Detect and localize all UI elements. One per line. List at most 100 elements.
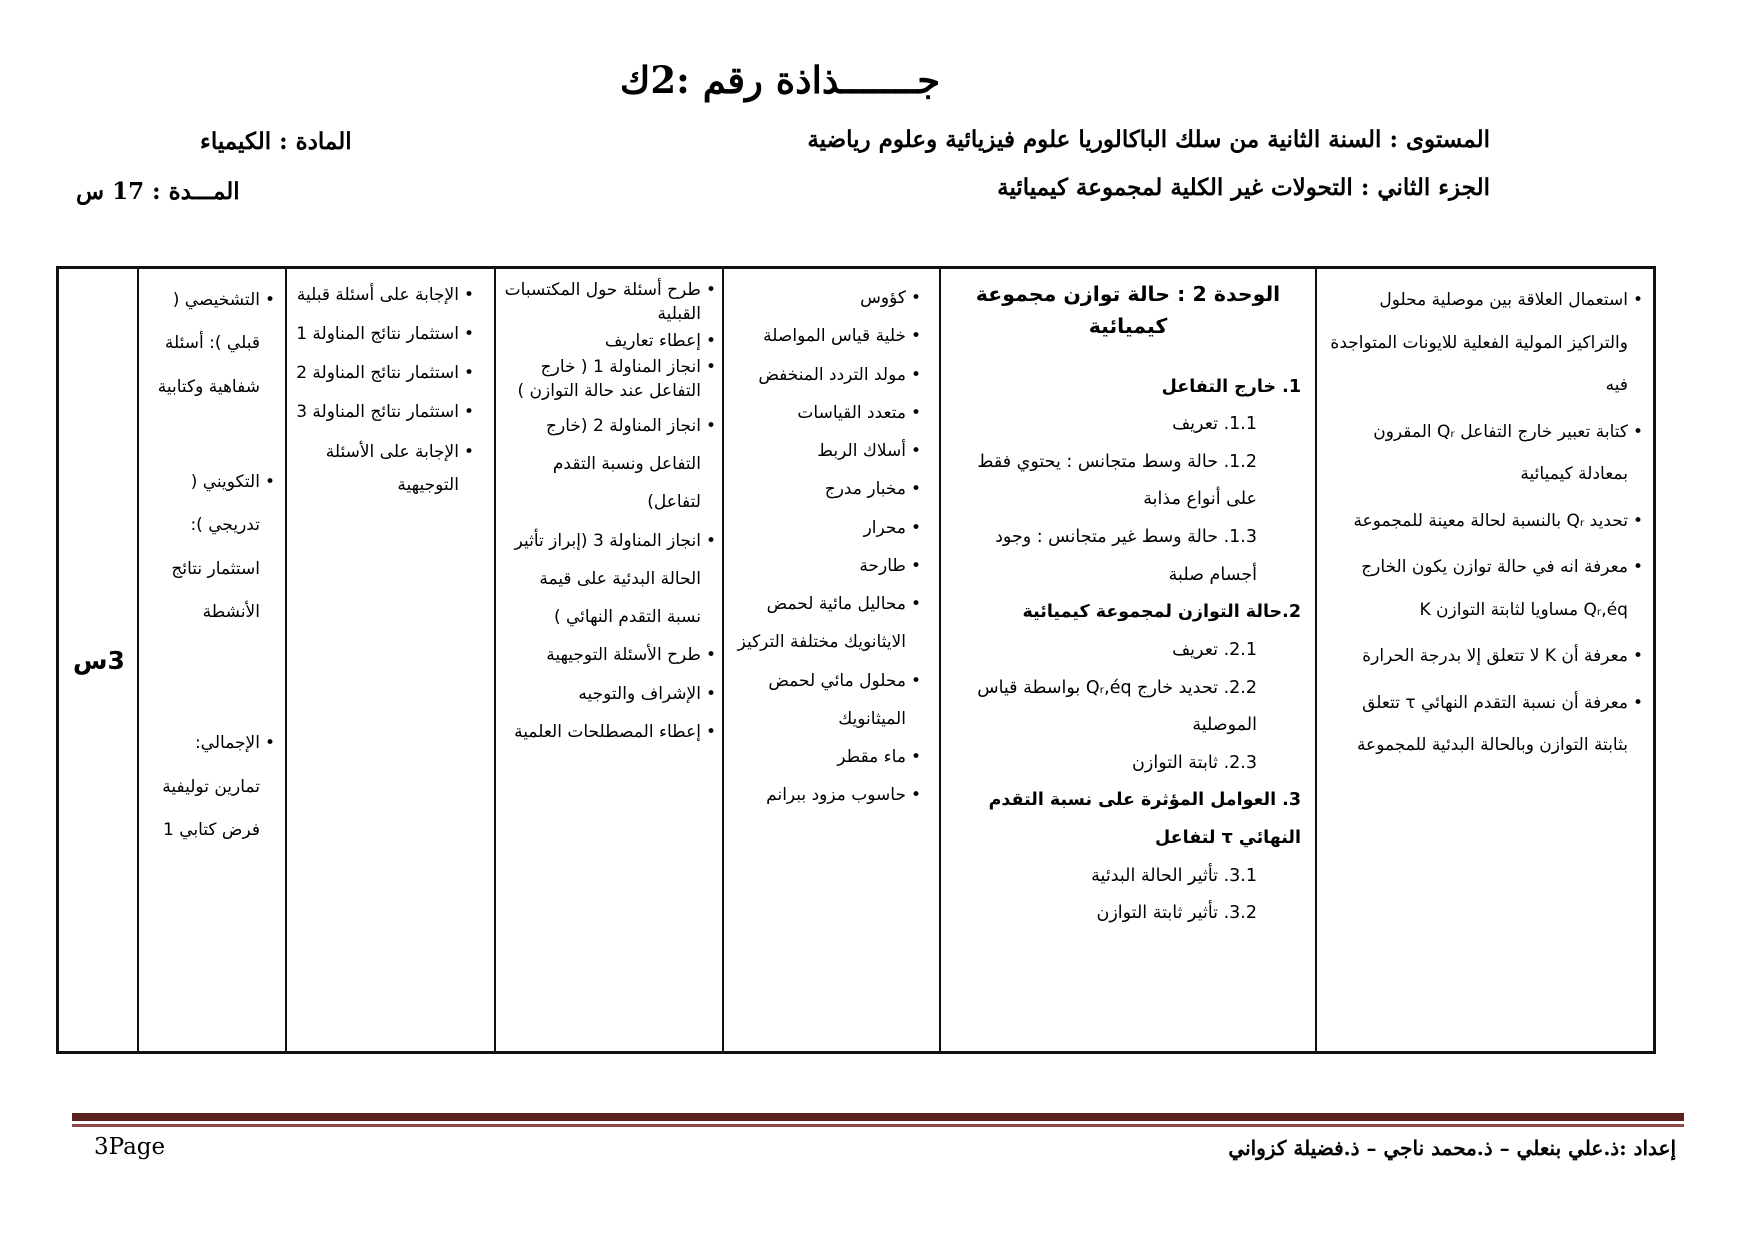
equipment-item: • محاليل مائية لحمض الايثانويك مختلفة الت… bbox=[730, 585, 933, 662]
header-subject: المادة : الكيمياء bbox=[200, 128, 352, 155]
list-item-text: الإجابة على الأسئلة التوجيهية bbox=[325, 441, 459, 495]
bullet-icon: • bbox=[705, 530, 716, 551]
list-item-text: محلول مائي لحمض الميثانويك bbox=[768, 670, 906, 729]
bullet-icon: • bbox=[705, 645, 716, 666]
evaluation-item: • الإجمالي: تمارين توليفية فرض كتابي 1 bbox=[145, 722, 279, 852]
objective-item: • معرفة أن K لا تتعلق إلا بدرجة الحرارة bbox=[1323, 635, 1647, 678]
duration-value: 3س bbox=[73, 645, 125, 675]
student-activity-item: • استثمار نتائج المناولة 2 bbox=[293, 357, 488, 390]
equipment-item: • مخبار مدرج bbox=[730, 470, 933, 508]
equipment-item: • محلول مائي لحمض الميثانويك bbox=[730, 662, 933, 739]
list-item-text: انجاز المناولة 1 ( خارج التفاعل عند حالة… bbox=[517, 357, 701, 402]
list-item-text: الإجمالي: تمارين توليفية فرض كتابي 1 bbox=[162, 733, 260, 841]
evaluation-item: • التشخيصي ( قبلي ): أسئلة شفاهية وكتابية bbox=[145, 279, 279, 409]
unit-title: الوحدة 2 : حالة توازن مجموعة كيميائية bbox=[975, 282, 1281, 338]
objective-item: • استعمال العلاقة بين موصلية محلول والترا… bbox=[1323, 279, 1647, 407]
list-item-text: استثمار نتائج المناولة 3 bbox=[296, 402, 459, 423]
lesson-plan-table: • استعمال العلاقة بين موصلية محلول والترا… bbox=[56, 266, 1656, 1054]
teacher-activity-item: • انجاز المناولة 2 (خارج التفاعل ونسبة ال… bbox=[502, 407, 716, 522]
list-item-text: طرح أسئلة حول المكتسبات القبلية bbox=[504, 280, 701, 324]
list-item-text: استثمار نتائج المناولة 2 bbox=[296, 363, 459, 384]
column-duration: 3س bbox=[61, 269, 137, 1051]
list-item-text: أسلاك الربط bbox=[817, 441, 906, 461]
list-item-text: خلية قياس المواصلة bbox=[763, 326, 906, 347]
bullet-icon: • bbox=[910, 517, 921, 538]
bullet-icon: • bbox=[705, 721, 716, 742]
column-evaluation: • التشخيصي ( قبلي ): أسئلة شفاهية وكتابية… bbox=[137, 269, 285, 1051]
list-item-text: التشخيصي ( قبلي ): أسئلة شفاهية وكتابية bbox=[157, 290, 260, 397]
column-unit-content: الوحدة 2 : حالة توازن مجموعة كيميائية 1.… bbox=[939, 269, 1315, 1051]
equipment-item: • ماء مقطر bbox=[730, 738, 933, 776]
objective-item: • تحديد Qᵣ بالنسبة لحالة معينة للمجموعة bbox=[1323, 500, 1647, 543]
equipment-item: • كؤوس bbox=[730, 279, 933, 317]
bullet-icon: • bbox=[264, 733, 275, 754]
bullet-icon: • bbox=[705, 683, 716, 704]
bullet-icon: • bbox=[463, 441, 474, 462]
list-item-text: معرفة أن K لا تتعلق إلا بدرجة الحرارة bbox=[1362, 646, 1628, 666]
equipment-item: • أسلاك الربط bbox=[730, 432, 933, 470]
teacher-activity-item: • إعطاء المصطلحات العلمية bbox=[502, 713, 716, 751]
unit-outline-item: 1.2. حالة وسط متجانس : يحتوي فقط على أنو… bbox=[977, 451, 1257, 510]
list-item-text: متعدد القياسات bbox=[797, 402, 906, 423]
list-item-text: مخبار مدرج bbox=[824, 479, 906, 500]
list-item-text: حاسوب مزود ببرانم bbox=[766, 785, 906, 806]
list-item-text: محرار bbox=[863, 517, 906, 538]
list-item-text: إعطاء تعاريف bbox=[604, 330, 701, 351]
bullet-icon: • bbox=[910, 441, 921, 461]
bullet-icon: • bbox=[463, 324, 474, 345]
unit-outline-item: 3.1. تأثير الحالة البدئية bbox=[1091, 865, 1257, 886]
bullet-icon: • bbox=[264, 472, 275, 493]
list-item-text: استعمال العلاقة بين موصلية محلول والتراك… bbox=[1330, 290, 1628, 395]
bullet-icon: • bbox=[1632, 646, 1643, 666]
bullet-icon: • bbox=[910, 479, 921, 500]
student-activity-item: • استثمار نتائج المناولة 3 bbox=[293, 396, 488, 429]
bullet-icon: • bbox=[910, 785, 921, 806]
list-item-text: طارحة bbox=[859, 555, 906, 576]
equipment-item: • مولد التردد المنخفض bbox=[730, 356, 933, 394]
bullet-icon: • bbox=[705, 357, 716, 378]
evaluation-item: • التكويني ( تدريجي ): استثمار نتائج الأن… bbox=[145, 461, 279, 634]
unit-outline-item: 3. العوامل المؤثرة على نسبة التقدم النها… bbox=[988, 790, 1301, 849]
unit-outline-item: 2.حالة التوازن لمجموعة كيميائية bbox=[1022, 602, 1301, 623]
bullet-icon: • bbox=[910, 670, 921, 691]
bullet-icon: • bbox=[910, 288, 921, 308]
bullet-icon: • bbox=[1632, 692, 1643, 713]
bullet-icon: • bbox=[463, 363, 474, 384]
bullet-icon: • bbox=[1632, 421, 1643, 442]
bullet-icon: • bbox=[910, 364, 921, 385]
teacher-activity-item: • الإشراف والتوجيه bbox=[502, 675, 716, 713]
equipment-item: • متعدد القياسات bbox=[730, 394, 933, 432]
column-equipment: • كؤوس • خلية قياس المواصلة • مولد التردد الم… bbox=[722, 269, 939, 1051]
list-item-text: ماء مقطر bbox=[837, 747, 906, 767]
list-item-text: تحديد Qᵣ بالنسبة لحالة معينة للمجموعة bbox=[1353, 510, 1628, 531]
student-activity-item: • الإجابة على أسئلة قبلية bbox=[293, 279, 488, 312]
teacher-activity-item: • طرح أسئلة حول المكتسبات القبلية bbox=[502, 279, 716, 327]
student-activity-item: • الإجابة على الأسئلة التوجيهية bbox=[293, 436, 488, 502]
list-item-text: طرح الأسئلة التوجيهية bbox=[546, 645, 701, 666]
bullet-icon: • bbox=[705, 280, 716, 300]
list-item-text: انجاز المناولة 2 (خارج التفاعل ونسبة الت… bbox=[546, 415, 701, 513]
bullet-icon: • bbox=[910, 555, 921, 576]
footer-page-number: 3Page bbox=[94, 1134, 166, 1160]
unit-outline-item: 2.2. تحديد خارج Qᵣ,éq بواسطة قياس الموصل… bbox=[977, 677, 1257, 736]
unit-outline-item: 1.1. تعريف bbox=[1172, 414, 1257, 435]
column-teacher-activities: • طرح أسئلة حول المكتسبات القبلية • إعطاء ت… bbox=[494, 269, 722, 1051]
equipment-item: • خلية قياس المواصلة bbox=[730, 317, 933, 355]
unit-outline-item: 1.3. حالة وسط غير متجانس : وجود أجسام صل… bbox=[995, 527, 1257, 585]
objective-item: • كتابة تعبير خارج التفاعل Qᵣ المقرون بمع… bbox=[1323, 411, 1647, 496]
bullet-icon: • bbox=[1632, 510, 1643, 531]
bullet-icon: • bbox=[910, 594, 921, 614]
unit-outline-item: 3.2. تأثير ثابتة التوازن bbox=[1096, 903, 1257, 924]
column-student-activities: • الإجابة على أسئلة قبلية • استثمار نتائج ا… bbox=[285, 269, 494, 1051]
page-title: جـــــــذاذة رقم :2ك bbox=[619, 58, 941, 102]
header-total-duration: المـــدة : 17 س bbox=[76, 178, 240, 205]
unit-outline-item: 1. خارج التفاعل bbox=[1161, 376, 1301, 397]
list-item-text: كؤوس bbox=[860, 288, 906, 308]
list-item-text: إعطاء المصطلحات العلمية bbox=[514, 721, 701, 742]
footer-rule-thin bbox=[72, 1124, 1684, 1127]
list-item-text: الإجابة على أسئلة قبلية bbox=[296, 285, 459, 305]
footer-rule-thick bbox=[72, 1113, 1684, 1121]
bullet-icon: • bbox=[910, 402, 921, 423]
equipment-item: • محرار bbox=[730, 509, 933, 547]
